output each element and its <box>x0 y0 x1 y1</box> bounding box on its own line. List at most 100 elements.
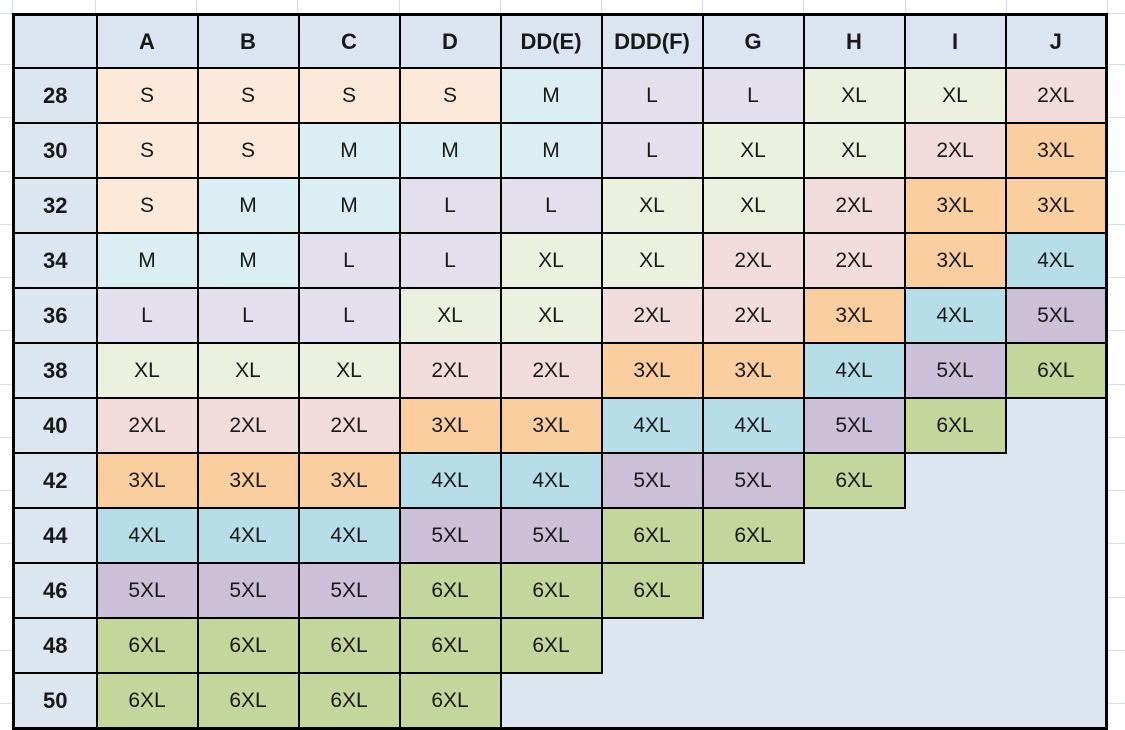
column-header-c: C <box>297 13 401 69</box>
cell-36-i: 4XL <box>903 287 1007 344</box>
row-header-28: 28 <box>12 67 98 124</box>
cell-34-b: M <box>196 232 300 289</box>
cell-42-dde: 4XL <box>499 452 603 509</box>
cell-30-dde: M <box>499 122 603 179</box>
column-header-b: B <box>196 13 300 69</box>
table-row: 38 XL XL XL 2XL 2XL 3XL 3XL 4XL 5XL 6XL <box>12 342 1108 399</box>
cell-38-b: XL <box>196 342 300 399</box>
cell-28-i: XL <box>903 67 1007 124</box>
cell-46-c: 5XL <box>297 562 401 619</box>
cell-34-dddf: XL <box>600 232 704 289</box>
corner-cell <box>12 13 98 69</box>
cell-30-j: 3XL <box>1004 122 1108 179</box>
cell-36-a: L <box>95 287 199 344</box>
cell-40-b: 2XL <box>196 397 300 454</box>
empty-cell-40-j <box>1005 398 1107 453</box>
cell-42-b: 3XL <box>196 452 300 509</box>
cell-30-h: XL <box>802 122 906 179</box>
cell-42-c: 3XL <box>297 452 401 509</box>
cell-44-b: 4XL <box>196 507 300 564</box>
cell-40-h: 5XL <box>802 397 906 454</box>
cell-34-h: 2XL <box>802 232 906 289</box>
empty-cell-44-h <box>803 508 905 563</box>
cell-42-h: 6XL <box>802 452 906 509</box>
row-header-46: 46 <box>12 562 98 619</box>
cell-28-g: L <box>701 67 805 124</box>
cell-28-h: XL <box>802 67 906 124</box>
cell-30-b: S <box>196 122 300 179</box>
cell-46-d: 6XL <box>398 562 502 619</box>
cell-34-c: L <box>297 232 401 289</box>
row-header-36: 36 <box>12 287 98 344</box>
cell-48-c: 6XL <box>297 617 401 674</box>
cell-40-d: 3XL <box>398 397 502 454</box>
cell-34-j: 4XL <box>1004 232 1108 289</box>
cell-28-b: S <box>196 67 300 124</box>
row-header-44: 44 <box>12 507 98 564</box>
cell-42-d: 4XL <box>398 452 502 509</box>
cell-30-a: S <box>95 122 199 179</box>
cell-34-a: M <box>95 232 199 289</box>
size-chart-header: A B C D DD(E) DDD(F) G H I J <box>12 13 1108 69</box>
cell-40-g: 4XL <box>701 397 805 454</box>
cell-30-c: M <box>297 122 401 179</box>
cell-44-c: 4XL <box>297 507 401 564</box>
column-header-d: D <box>398 13 502 69</box>
cell-46-a: 5XL <box>95 562 199 619</box>
table-row: 30 S S M M M L XL XL 2XL 3XL <box>12 122 1108 179</box>
cell-32-dde: L <box>499 177 603 234</box>
cell-50-a: 6XL <box>95 672 199 730</box>
row-header-38: 38 <box>12 342 98 399</box>
empty-cell-44-j <box>1005 508 1107 563</box>
row-header-32: 32 <box>12 177 98 234</box>
cell-30-i: 2XL <box>903 122 1007 179</box>
cell-30-d: M <box>398 122 502 179</box>
empty-cell-46-i <box>904 563 1006 618</box>
cell-44-dde: 5XL <box>499 507 603 564</box>
cell-48-dde: 6XL <box>499 617 603 674</box>
cell-32-g: XL <box>701 177 805 234</box>
empty-cell-50-j <box>1005 673 1107 729</box>
column-header-g: G <box>701 13 805 69</box>
empty-cell-50-i <box>904 673 1006 729</box>
cell-34-d: L <box>398 232 502 289</box>
cell-30-g: XL <box>701 122 805 179</box>
empty-cell-50-h <box>803 673 905 729</box>
cell-28-j: 2XL <box>1004 67 1108 124</box>
column-header-j: J <box>1004 13 1108 69</box>
cell-48-a: 6XL <box>95 617 199 674</box>
cell-32-b: M <box>196 177 300 234</box>
size-chart: A B C D DD(E) DDD(F) G H I J 28 S S S S M L L XL XL 2XL 30 S S… <box>12 13 1108 730</box>
empty-cell-44-i <box>904 508 1006 563</box>
empty-cell-42-j <box>1005 453 1107 508</box>
cell-48-b: 6XL <box>196 617 300 674</box>
row-header-50: 50 <box>12 672 98 730</box>
empty-cell-46-h <box>803 563 905 618</box>
empty-cell-48-j <box>1005 618 1107 673</box>
column-header-a: A <box>95 13 199 69</box>
row-header-42: 42 <box>12 452 98 509</box>
cell-38-h: 4XL <box>802 342 906 399</box>
row-header-30: 30 <box>12 122 98 179</box>
cell-38-j: 6XL <box>1004 342 1108 399</box>
row-header-40: 40 <box>12 397 98 454</box>
size-chart-table: A B C D DD(E) DDD(F) G H I J 28 S S S S M L L XL XL 2XL 30 S S… <box>12 13 1108 730</box>
empty-cell-50-dde <box>500 673 602 729</box>
cell-42-a: 3XL <box>95 452 199 509</box>
table-row: 48 6XL 6XL 6XL 6XL 6XL <box>12 617 1107 674</box>
cell-46-dddf: 6XL <box>600 562 704 619</box>
cell-34-g: 2XL <box>701 232 805 289</box>
cell-32-a: S <box>95 177 199 234</box>
cell-38-d: 2XL <box>398 342 502 399</box>
cell-32-h: 2XL <box>802 177 906 234</box>
cell-36-dde: XL <box>499 287 603 344</box>
empty-cell-48-i <box>904 618 1006 673</box>
cell-34-i: 3XL <box>903 232 1007 289</box>
cell-40-a: 2XL <box>95 397 199 454</box>
empty-cell-48-h <box>803 618 905 673</box>
table-row: 44 4XL 4XL 4XL 5XL 5XL 6XL 6XL <box>12 507 1107 564</box>
cell-46-b: 5XL <box>196 562 300 619</box>
cell-38-a: XL <box>95 342 199 399</box>
cell-38-g: 3XL <box>701 342 805 399</box>
cell-44-dddf: 6XL <box>600 507 704 564</box>
